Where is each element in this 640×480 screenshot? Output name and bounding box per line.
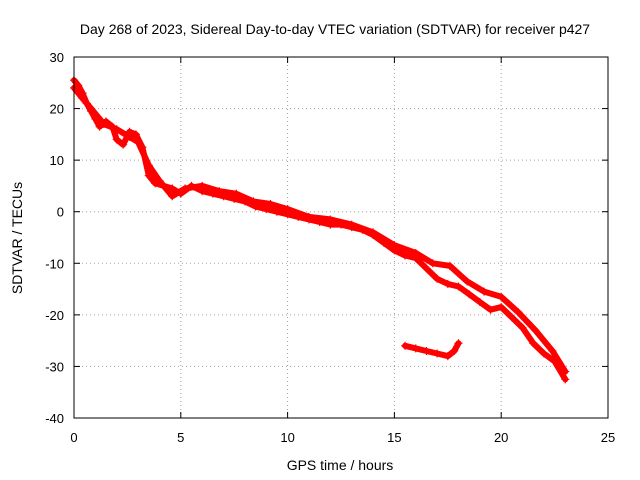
x-tick-label: 15 xyxy=(387,430,401,445)
x-tick-label: 25 xyxy=(601,430,615,445)
data-point xyxy=(445,261,454,270)
data-point xyxy=(112,125,121,134)
data-point xyxy=(74,81,83,90)
x-axis-label: GPS time / hours xyxy=(287,457,394,473)
data-point xyxy=(283,205,292,214)
data-point xyxy=(529,339,538,348)
data-point xyxy=(215,187,224,196)
data-point xyxy=(78,94,87,103)
data-point xyxy=(347,220,356,229)
x-tick-label: 20 xyxy=(494,430,508,445)
y-tick-label: 20 xyxy=(50,102,64,117)
data-point xyxy=(411,248,420,257)
data-point xyxy=(475,297,484,306)
plot-frame xyxy=(73,56,609,419)
data-point xyxy=(262,205,271,214)
data-point xyxy=(401,251,410,260)
data-point xyxy=(450,346,459,355)
data-point xyxy=(119,140,128,149)
axis-ticks: 0 5 10 15 20 25 -40 -30 -20 -10 0 10 20 30 xyxy=(45,50,615,445)
data-point xyxy=(266,199,275,208)
x-tick-label: 10 xyxy=(280,430,294,445)
data-point xyxy=(181,184,190,193)
data-point xyxy=(539,349,548,358)
data-point xyxy=(465,290,474,299)
data-point xyxy=(433,349,442,358)
data-point xyxy=(401,341,410,350)
data-point xyxy=(168,192,177,201)
data-point xyxy=(518,323,527,332)
data-point xyxy=(454,339,463,348)
data-point xyxy=(272,207,281,216)
data-point xyxy=(144,171,153,180)
x-tick-label: 5 xyxy=(177,430,184,445)
data-point xyxy=(428,259,437,268)
data-point xyxy=(463,277,472,286)
series-line xyxy=(402,340,462,360)
y-tick-label: 30 xyxy=(50,50,64,65)
y-axis-label: SDTVAR / TECUs xyxy=(9,182,25,294)
data-point xyxy=(433,274,442,283)
data-point xyxy=(112,135,121,144)
data-point xyxy=(87,104,96,113)
data-series xyxy=(70,76,570,384)
data-point xyxy=(454,282,463,291)
series-line xyxy=(71,77,569,383)
data-point xyxy=(134,138,143,147)
series-isolated-segment xyxy=(401,339,463,361)
data-point xyxy=(326,215,335,224)
data-point xyxy=(422,264,431,273)
data-point xyxy=(249,197,258,206)
data-point xyxy=(561,367,570,376)
data-point xyxy=(155,176,164,185)
y-tick-label: 10 xyxy=(50,153,64,168)
chart-title: Day 268 of 2023, Sidereal Day-to-day VTE… xyxy=(80,21,590,37)
data-point xyxy=(443,352,452,361)
data-point xyxy=(507,313,516,322)
data-point xyxy=(144,161,153,170)
x-tick-label: 0 xyxy=(70,430,77,445)
data-point xyxy=(486,305,495,314)
y-tick-label: 0 xyxy=(57,205,64,220)
y-tick-label: -30 xyxy=(45,359,64,374)
data-point xyxy=(497,292,506,301)
series-upper-band xyxy=(70,83,570,376)
series-main-trace xyxy=(70,76,570,384)
data-point xyxy=(411,344,420,353)
data-point xyxy=(390,241,399,250)
data-point xyxy=(95,122,104,131)
data-point xyxy=(304,212,313,221)
grid xyxy=(74,57,608,418)
data-point xyxy=(232,189,241,198)
data-point xyxy=(548,346,557,355)
data-point xyxy=(198,181,207,190)
y-tick-label: -40 xyxy=(45,411,64,426)
data-point xyxy=(480,287,489,296)
data-point xyxy=(369,228,378,237)
data-point xyxy=(125,132,134,141)
data-point xyxy=(99,120,108,129)
data-point xyxy=(422,346,431,355)
y-tick-label: -20 xyxy=(45,308,64,323)
data-point xyxy=(443,279,452,288)
data-point xyxy=(561,375,570,384)
y-tick-label: -10 xyxy=(45,256,64,271)
data-point xyxy=(131,130,140,139)
data-point xyxy=(531,326,540,335)
series-line xyxy=(71,84,569,375)
data-point xyxy=(497,303,506,312)
data-point xyxy=(514,308,523,317)
